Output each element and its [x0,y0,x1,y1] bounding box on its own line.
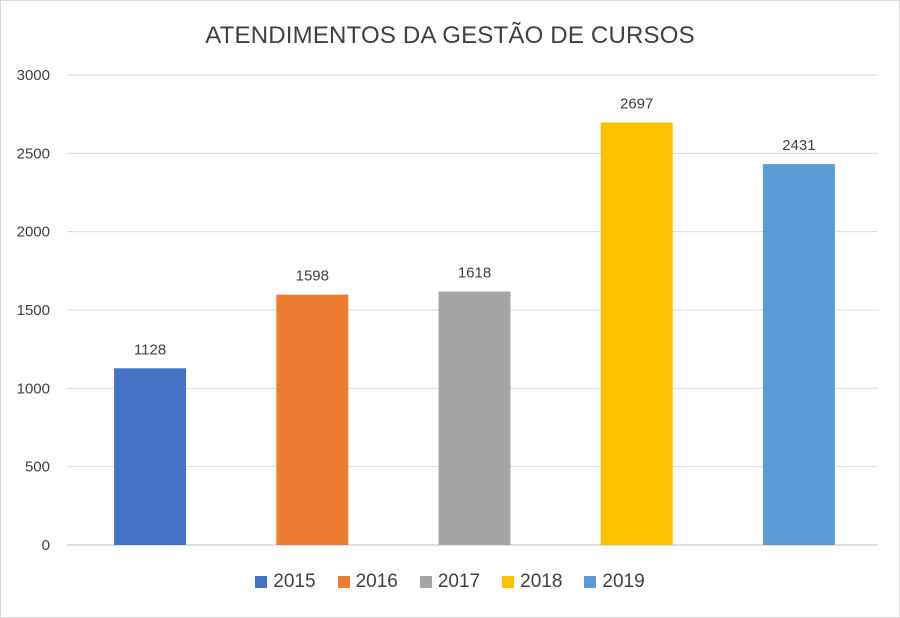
chart-title: ATENDIMENTOS DA GESTÃO DE CURSOS [205,22,695,49]
y-tick-label: 0 [42,537,50,554]
data-label: 1618 [458,265,491,282]
legend-item: 2015 [255,571,316,593]
legend-item: 2017 [419,571,481,593]
legend-label: 2016 [355,571,398,592]
bar [438,291,511,545]
legend-label: 2018 [520,571,563,592]
bar [114,368,187,545]
legend-swatch [419,576,432,588]
bar [600,122,673,545]
bar [762,164,835,546]
y-tick-label: 1500 [17,302,50,319]
data-label: 2431 [782,137,815,154]
legend-label: 2019 [602,571,645,592]
legend-swatch [502,576,515,588]
bar [276,294,349,545]
legend-label: 2015 [273,571,316,592]
y-tick-label: 2000 [17,224,50,241]
legend-swatch [584,576,597,588]
legend-label: 2017 [437,571,481,592]
data-label: 1598 [296,268,329,285]
legend-swatch [337,576,350,588]
data-label: 1128 [134,341,166,358]
legend-item: 2019 [584,571,645,593]
y-tick-label: 500 [25,459,50,476]
y-tick-label: 2500 [17,145,50,162]
y-tick-label: 1000 [17,380,50,397]
legend-item: 2016 [337,571,398,593]
y-tick-label: 3000 [17,67,50,84]
legend-swatch [255,576,268,588]
data-label: 2697 [620,95,653,112]
legend-item: 2018 [502,571,562,593]
chart-legend: 2015 2016 2017 2018 2019 [0,571,900,593]
